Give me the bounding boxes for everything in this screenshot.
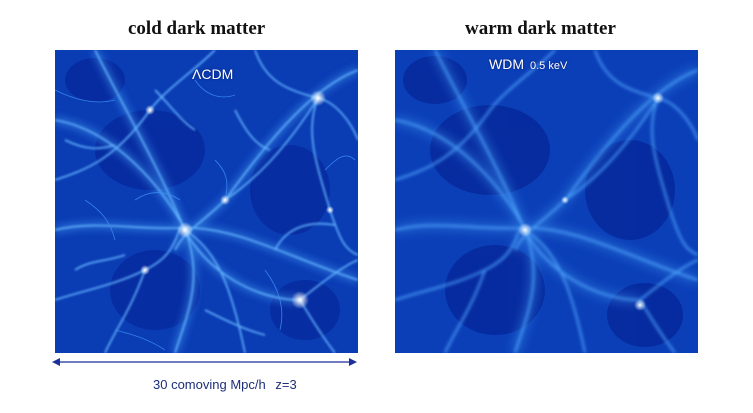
redshift-label: z=3 xyxy=(275,377,297,392)
cdm-label: ΛCDM xyxy=(192,66,233,82)
cdm-simulation-image: ΛCDM xyxy=(55,50,358,353)
wdm-model-name: WDM xyxy=(489,56,524,72)
arrowhead-left-icon xyxy=(52,358,60,366)
wdm-label: WDM 0.5 keV xyxy=(489,56,567,72)
wdm-density-field xyxy=(395,50,698,353)
scale-caption: 30 comoving Mpc/h z=3 xyxy=(153,377,297,392)
cdm-thin-filaments xyxy=(55,79,356,351)
arrowhead-right-icon xyxy=(349,358,357,366)
wdm-title: warm dark matter xyxy=(465,18,616,39)
scale-length: 30 comoving Mpc/h xyxy=(153,377,266,392)
wdm-particle-mass: 0.5 keV xyxy=(530,60,568,72)
cdm-density-field xyxy=(55,50,358,353)
scale-arrow xyxy=(52,358,357,366)
cdm-halos xyxy=(140,90,334,309)
cdm-model-name: ΛCDM xyxy=(192,66,234,82)
wdm-halos xyxy=(518,92,664,311)
wdm-simulation-image: WDM 0.5 keV xyxy=(395,50,698,353)
cdm-title: cold dark matter xyxy=(128,18,266,39)
